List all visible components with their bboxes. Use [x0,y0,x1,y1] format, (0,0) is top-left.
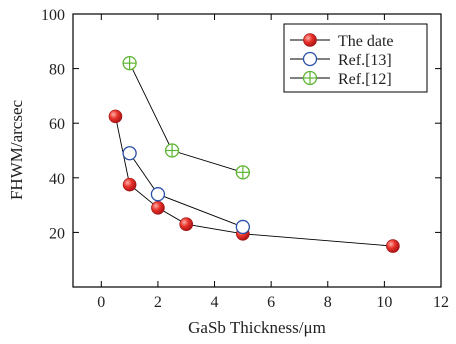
x-tick-label: 6 [267,294,275,311]
x-tick-label: 0 [97,294,105,311]
data-point-series-1 [235,219,250,235]
data-point-series-1 [122,146,137,161]
y-tick-label: 20 [49,225,65,242]
x-tick-label: 8 [324,294,332,311]
y-tick-label: 80 [49,62,65,79]
x-tick-label: 12 [433,294,449,311]
legend: The date Ref.[13] Ref.[12] [283,23,428,93]
y-tick-label: 100 [41,7,65,24]
data-point-series-2 [164,143,180,158]
data-point-series-1 [150,187,166,202]
x-axis-label: GaSb Thickness/μm [188,318,326,337]
legend-marker-1 [302,51,318,67]
data-point-series-0 [151,201,165,215]
legend-label-1: Ref.[13] [338,52,392,69]
legend-marker-0 [303,33,317,47]
data-point-series-0 [179,217,194,232]
legend-marker-2 [302,70,318,86]
y-tick-label: 60 [49,116,65,133]
x-tick-label: 10 [376,294,392,311]
data-point-series-2 [235,165,250,180]
y-tick-label: 40 [49,171,65,188]
y-axis-label: FHWM/arcsec [7,100,26,201]
legend-label-0: The date [338,33,394,50]
x-tick-label: 4 [211,294,219,311]
data-point-series-0 [122,177,137,192]
data-point-series-2 [122,55,137,71]
series-line-0 [115,116,393,247]
legend-label-2: Ref.[12] [338,71,392,88]
data-point-series-0 [386,239,400,253]
x-tick-label: 2 [154,294,162,311]
data-point-series-0 [108,109,123,124]
